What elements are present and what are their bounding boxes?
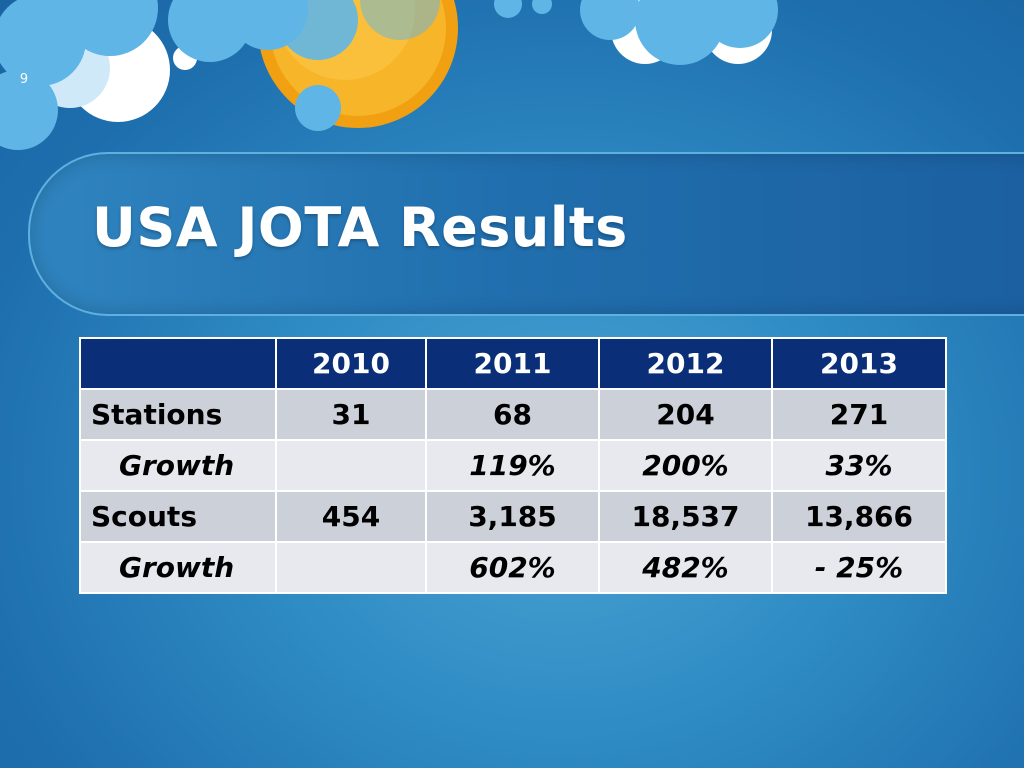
- table-cell: 482%: [598, 541, 773, 594]
- table-cell: [275, 439, 427, 492]
- table-cell: 602%: [425, 541, 600, 594]
- header-cell-2013: 2013: [771, 337, 947, 390]
- header-cell-2011: 2011: [425, 337, 600, 390]
- table-cell: 13,866: [771, 490, 947, 543]
- table-row-scouts-growth: Growth 602% 482% - 25%: [79, 541, 947, 594]
- table-cell: 31: [275, 388, 427, 441]
- header-cell-2010: 2010: [275, 337, 427, 390]
- table-cell: 18,537: [598, 490, 773, 543]
- row-label: Growth: [79, 541, 277, 594]
- slide-title: USA JOTA Results: [92, 196, 628, 259]
- table-row-stations-growth: Growth 119% 200% 33%: [79, 439, 947, 492]
- cloud-right: [494, 0, 778, 65]
- table-header-row: 2010 2011 2012 2013: [79, 337, 947, 390]
- row-label: Scouts: [79, 490, 277, 543]
- slide-number: 9: [19, 72, 29, 87]
- header-cell-blank: [79, 337, 277, 390]
- table-cell: [275, 541, 427, 594]
- table-cell: - 25%: [771, 541, 947, 594]
- table-cell: 68: [425, 388, 600, 441]
- cloud-left: [0, 0, 308, 150]
- results-table: 2010 2011 2012 2013 Stations 31 68 204 2…: [79, 337, 947, 594]
- title-band: [28, 152, 1024, 316]
- table-cell: 271: [771, 388, 947, 441]
- table-row-stations: Stations 31 68 204 271: [79, 388, 947, 441]
- sky-decoration: [0, 0, 778, 150]
- table-cell: 119%: [425, 439, 600, 492]
- table-cell: 3,185: [425, 490, 600, 543]
- table-cell: 204: [598, 388, 773, 441]
- table-cell: 454: [275, 490, 427, 543]
- row-label: Growth: [79, 439, 277, 492]
- header-cell-2012: 2012: [598, 337, 773, 390]
- table-cell: 33%: [771, 439, 947, 492]
- table-row-scouts: Scouts 454 3,185 18,537 13,866: [79, 490, 947, 543]
- row-label: Stations: [79, 388, 277, 441]
- table-cell: 200%: [598, 439, 773, 492]
